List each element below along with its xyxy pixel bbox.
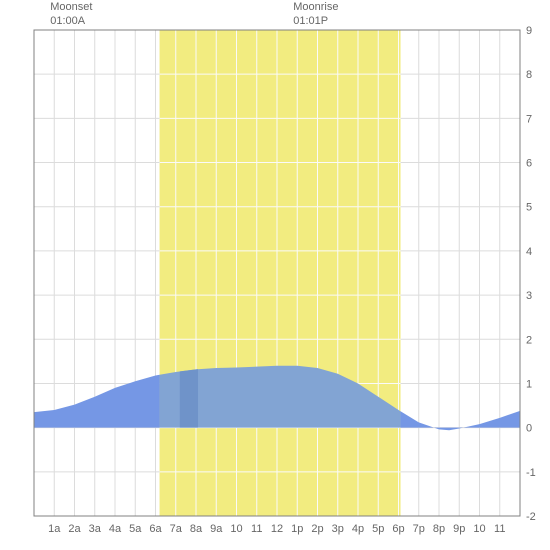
y-tick-label: -1	[526, 467, 536, 479]
x-tick-label: 11	[494, 523, 505, 535]
y-tick-label: -2	[526, 511, 536, 523]
x-tick-label: 4a	[109, 523, 122, 535]
y-tick-label: 7	[526, 113, 532, 125]
x-tick-label: 2p	[311, 523, 323, 535]
x-tick-label: 5p	[372, 523, 384, 535]
x-tick-label: 9a	[210, 523, 223, 535]
y-tick-label: 5	[526, 202, 532, 214]
tide-chart: -2-101234567891a2a3a4a5a6a7a8a9a1011121p…	[0, 0, 550, 550]
x-tick-label: 1a	[48, 523, 61, 535]
x-tick-label: 6a	[149, 523, 162, 535]
x-tick-label: 1p	[291, 523, 303, 535]
x-tick-label: 5a	[129, 523, 142, 535]
y-tick-label: 4	[526, 246, 532, 258]
x-tick-label: 2a	[68, 523, 81, 535]
y-tick-label: 2	[526, 334, 532, 346]
x-tick-label: 11	[251, 523, 262, 535]
y-tick-label: 0	[526, 423, 532, 435]
y-tick-label: 8	[526, 69, 532, 81]
y-tick-label: 6	[526, 158, 532, 170]
x-tick-label: 7a	[170, 523, 183, 535]
x-tick-label: 10	[230, 523, 242, 535]
tide-area-night	[34, 375, 160, 428]
x-tick-label: 6p	[392, 523, 404, 535]
x-tick-label: 8a	[190, 523, 203, 535]
x-tick-label: 10	[473, 523, 485, 535]
tide-overlay-band	[180, 369, 198, 427]
chart-container: Moonset 01:00A Moonrise 01:01P -2-101234…	[0, 0, 550, 550]
x-tick-label: 4p	[352, 523, 364, 535]
x-tick-label: 12	[271, 523, 283, 535]
x-tick-label: 3p	[332, 523, 344, 535]
y-tick-label: 9	[526, 25, 532, 37]
x-tick-label: 9p	[453, 523, 465, 535]
y-tick-label: 1	[526, 378, 532, 390]
x-tick-label: 3a	[89, 523, 102, 535]
x-tick-label: 7p	[413, 523, 425, 535]
x-tick-label: 8p	[433, 523, 445, 535]
y-tick-label: 3	[526, 290, 532, 302]
